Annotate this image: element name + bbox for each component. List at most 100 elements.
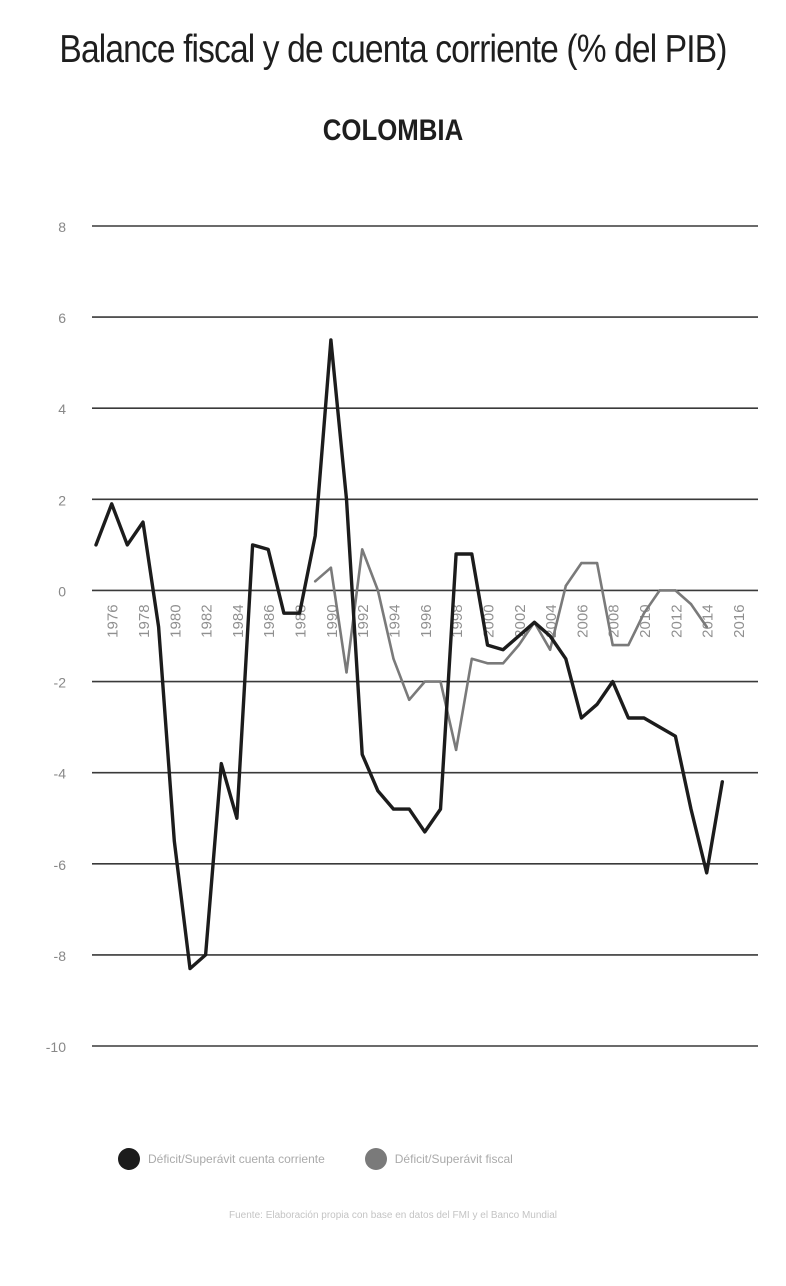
data-point-fiscal bbox=[595, 561, 599, 565]
x-tick-label: 1978 bbox=[136, 604, 153, 637]
x-tick-label: 1992 bbox=[355, 604, 372, 637]
data-point-current_account bbox=[251, 543, 254, 547]
data-point-fiscal bbox=[360, 548, 364, 551]
data-point-fiscal bbox=[329, 566, 333, 569]
data-point-fiscal bbox=[407, 698, 411, 701]
x-tick-label: 1984 bbox=[230, 604, 247, 637]
data-point-fiscal bbox=[439, 680, 442, 683]
source-note: Fuente: Elaboración propia con base en d… bbox=[229, 1210, 557, 1221]
data-point-current_account bbox=[282, 612, 286, 615]
data-point-current_account bbox=[204, 953, 207, 957]
data-point-fiscal bbox=[376, 589, 380, 592]
y-tick-label: -8 bbox=[54, 948, 67, 964]
data-point-fiscal bbox=[314, 580, 317, 583]
series-line-fiscal bbox=[313, 548, 709, 752]
x-tick-label: 1986 bbox=[261, 604, 278, 637]
data-point-fiscal bbox=[611, 643, 614, 647]
y-tick-label: 0 bbox=[58, 583, 66, 599]
data-point-fiscal bbox=[501, 662, 505, 665]
x-tick-label: 2014 bbox=[700, 604, 717, 637]
data-point-current_account bbox=[392, 807, 395, 811]
data-point-current_account bbox=[423, 830, 427, 834]
data-point-current_account bbox=[298, 612, 301, 615]
data-point-current_account bbox=[345, 498, 348, 501]
line-chart: -10 -8 -6 -4 -2 0 2 4 6 8 1976 1978 1980 1982 1984 1986… bbox=[46, 219, 758, 1055]
data-point-current_account bbox=[705, 871, 708, 875]
y-tick-label: 8 bbox=[58, 219, 66, 235]
legend-item-current-account: Déficit/Superávit cuenta corriente bbox=[118, 1148, 325, 1170]
data-point-current_account bbox=[548, 634, 552, 638]
data-point-current_account bbox=[470, 552, 474, 556]
x-tick-label: 1980 bbox=[167, 604, 184, 637]
series-line-current_account bbox=[94, 338, 724, 971]
y-tick-label: 4 bbox=[58, 401, 66, 417]
data-point-fiscal bbox=[470, 657, 474, 660]
chart-title: Balance fiscal y de cuenta corriente (% … bbox=[59, 28, 727, 71]
chart-subtitle: COLOMBIA bbox=[322, 114, 464, 147]
data-point-fiscal bbox=[345, 671, 348, 674]
data-point-fiscal bbox=[517, 643, 520, 647]
data-point-fiscal bbox=[486, 662, 489, 665]
data-point-fiscal bbox=[627, 643, 630, 647]
data-point-current_account bbox=[517, 634, 520, 638]
data-point-current_account bbox=[94, 543, 98, 547]
data-point-current_account bbox=[627, 716, 630, 720]
data-point-current_account bbox=[407, 807, 411, 811]
data-point-current_account bbox=[454, 552, 458, 556]
data-point-current_account bbox=[533, 621, 536, 624]
data-point-fiscal bbox=[564, 584, 567, 588]
data-point-current_account bbox=[188, 967, 192, 970]
data-point-current_account bbox=[376, 789, 380, 793]
y-tick-label: 6 bbox=[58, 310, 66, 326]
data-point-fiscal bbox=[642, 612, 646, 615]
data-point-current_account bbox=[501, 648, 505, 651]
data-point-fiscal bbox=[548, 648, 552, 651]
data-point-current_account bbox=[674, 735, 677, 738]
y-tick-label: -6 bbox=[54, 857, 67, 873]
data-point-current_account bbox=[267, 548, 270, 551]
data-point-current_account bbox=[721, 780, 724, 783]
legend: Déficit/Superávit cuenta corriente Défic… bbox=[118, 1148, 553, 1170]
data-point-fiscal bbox=[705, 625, 708, 629]
data-point-current_account bbox=[486, 643, 489, 647]
data-point-current_account bbox=[235, 817, 239, 820]
data-point-fiscal bbox=[658, 589, 661, 592]
data-point-current_account bbox=[580, 716, 583, 720]
data-point-fiscal bbox=[689, 602, 693, 606]
y-tick-label: 2 bbox=[58, 492, 66, 508]
legend-label-fiscal: Déficit/Superávit fiscal bbox=[394, 1152, 513, 1166]
x-tick-label: 1976 bbox=[105, 604, 122, 637]
data-point-current_account bbox=[611, 680, 614, 683]
data-point-current_account bbox=[658, 725, 661, 729]
data-point-fiscal bbox=[423, 680, 427, 683]
data-point-fiscal bbox=[674, 589, 677, 592]
data-point-current_account bbox=[642, 716, 646, 720]
data-point-current_account bbox=[360, 753, 364, 756]
data-point-current_account bbox=[689, 807, 693, 811]
data-point-current_account bbox=[314, 534, 317, 537]
data-point-current_account bbox=[439, 807, 442, 811]
data-point-current_account bbox=[126, 543, 129, 547]
data-point-current_account bbox=[595, 703, 599, 706]
y-tick-label: -10 bbox=[46, 1039, 66, 1055]
data-point-fiscal bbox=[392, 657, 395, 660]
x-tick-label: 2010 bbox=[637, 604, 654, 637]
legend-swatch-fiscal bbox=[364, 1148, 387, 1170]
legend-item-fiscal: Déficit/Superávit fiscal bbox=[364, 1148, 513, 1170]
x-tick-label: 2012 bbox=[668, 604, 685, 637]
legend-label-current-account: Déficit/Superávit cuenta corriente bbox=[148, 1152, 325, 1166]
y-tick-label: -4 bbox=[54, 766, 67, 782]
x-tick-label: 1982 bbox=[199, 604, 216, 637]
data-point-fiscal bbox=[454, 748, 458, 752]
y-tick-label: -2 bbox=[54, 675, 67, 691]
x-tick-label: 1996 bbox=[418, 604, 435, 637]
data-point-current_account bbox=[329, 338, 333, 342]
x-tick-label: 2016 bbox=[731, 604, 748, 637]
x-tick-label: 2006 bbox=[574, 604, 591, 637]
legend-swatch-current-account bbox=[118, 1148, 140, 1170]
data-point-current_account bbox=[141, 520, 145, 524]
data-point-current_account bbox=[110, 502, 113, 506]
data-point-fiscal bbox=[580, 561, 583, 565]
data-point-current_account bbox=[220, 762, 223, 765]
x-tick-label: 1994 bbox=[387, 604, 404, 637]
